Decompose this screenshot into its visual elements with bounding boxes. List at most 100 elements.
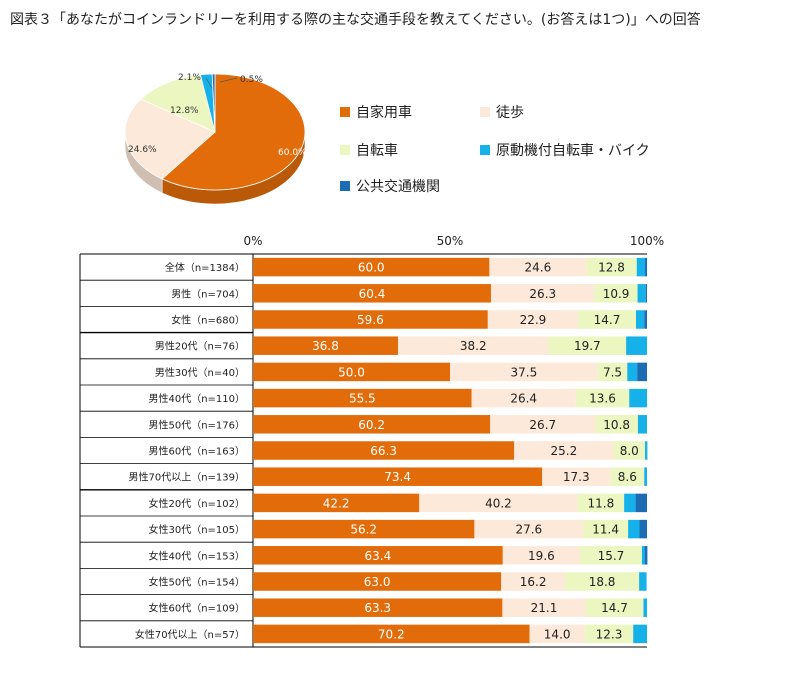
bar-segment (253, 519, 475, 539)
bar-segment (637, 284, 646, 303)
bar-data-label: 26.4 (510, 392, 537, 406)
bar-segment (628, 519, 640, 539)
legend-item: 公共交通機関 (340, 176, 440, 196)
bar-segment (542, 467, 611, 486)
category-label: 女性70代以上（n=57） (135, 628, 245, 641)
bar-data-label: 13.6 (589, 392, 616, 406)
bar-segment (253, 257, 490, 277)
legend-item: 徒歩 (480, 102, 524, 122)
bar-data-label: 14.7 (594, 313, 621, 327)
bar-data-label: 60.2 (358, 418, 385, 432)
bar-segment (502, 546, 581, 565)
bar-segment (474, 519, 584, 539)
bar-data-label: 17.3 (563, 470, 590, 484)
bar-segment (639, 572, 647, 591)
category-label: 男性70代以上（n=139） (128, 471, 245, 484)
x-tick-label: 0% (243, 234, 262, 248)
bar-segment (471, 388, 576, 408)
category-label: 女性60代（n=109） (148, 602, 245, 615)
bar-data-label: 26.7 (529, 418, 556, 432)
bar-data-label: 21.1 (531, 601, 558, 615)
bar-segment (253, 441, 515, 460)
legend-label: 公共交通機関 (356, 179, 440, 195)
bar-segment (253, 388, 472, 408)
bar-segment (627, 362, 638, 382)
x-tick-label: 50% (437, 234, 464, 248)
bar-data-label: 73.4 (384, 470, 411, 484)
bar-segment (635, 493, 647, 513)
bar-segment (253, 598, 503, 617)
bar-segment (490, 415, 596, 434)
bar-segment (253, 336, 398, 355)
x-tick-label: 100% (630, 234, 664, 248)
bar-data-label: 15.7 (598, 549, 625, 563)
legend-label: 徒歩 (496, 105, 524, 121)
category-label: 男性40代（n=110） (148, 392, 245, 405)
bar-data-label: 8.0 (620, 444, 639, 458)
bar-segment (595, 415, 638, 434)
bar-segment (626, 336, 647, 355)
bar-segment (645, 257, 647, 277)
bar-segment (629, 388, 647, 408)
category-label: 男性50代（n=176） (148, 418, 245, 431)
bar-segment (586, 257, 637, 277)
category-label: 女性20代（n=102） (148, 497, 245, 510)
bar-segment (643, 598, 647, 617)
pie-slice (124, 98, 216, 180)
pie-slice (140, 74, 216, 133)
bar-segment (487, 310, 579, 329)
bar-data-label: 59.6 (357, 313, 384, 327)
legend-item: 自家用車 (340, 102, 412, 122)
legend: 自家用車 徒歩自転車 原動機付自転車・バイク公共交通機関 (340, 100, 700, 200)
pie-slice (161, 73, 306, 191)
bar-segment (583, 519, 629, 539)
bar-segment (253, 624, 530, 644)
bar-data-label: 38.2 (460, 339, 487, 353)
bar-data-label: 56.2 (350, 523, 377, 537)
bar-segment (548, 336, 627, 355)
bar-segment (645, 441, 648, 460)
bar-segment (639, 519, 647, 539)
bar-segment (514, 441, 614, 460)
bar-segment (644, 310, 647, 329)
bar-data-label: 10.9 (603, 287, 630, 301)
bar-segment (565, 572, 640, 591)
bar-data-label: 63.3 (364, 601, 391, 615)
bar-segment (501, 572, 566, 591)
bar-data-label: 24.6 (525, 261, 552, 275)
bar-segment (610, 467, 645, 486)
category-label: 女性（n=680） (171, 314, 245, 327)
bar-data-label: 16.2 (520, 575, 547, 589)
bar-segment (489, 257, 587, 277)
bar-segment (253, 415, 491, 434)
bar-data-label: 10.8 (603, 418, 630, 432)
bar-data-label: 36.8 (312, 339, 339, 353)
bar-data-label: 11.8 (588, 496, 615, 510)
bar-data-label: 19.7 (574, 339, 601, 353)
category-label: 全体（n=1384） (165, 261, 245, 274)
bar-data-label: 50.0 (338, 365, 365, 379)
legend-swatch (340, 107, 350, 117)
bar-data-label: 60.0 (358, 261, 385, 275)
bar-segment (397, 336, 549, 355)
legend-label: 自家用車 (356, 105, 412, 121)
bar-data-label: 55.5 (349, 392, 376, 406)
bar-data-label: 14.0 (544, 627, 571, 641)
bar-data-label: 19.6 (528, 549, 555, 563)
bar-data-label: 37.5 (511, 365, 538, 379)
bar-data-label: 12.8 (598, 261, 625, 275)
bar-data-label: 60.4 (359, 287, 386, 301)
legend-swatch (340, 181, 350, 191)
legend-item: 自転車 (340, 140, 398, 160)
pie-leader-line (219, 77, 238, 83)
legend-label: 自転車 (356, 143, 398, 159)
bar-segment (450, 362, 598, 382)
bar-data-label: 12.3 (596, 627, 623, 641)
bar-segment (637, 415, 647, 434)
category-label: 女性50代（n=154） (148, 576, 245, 589)
bar-segment (253, 284, 491, 303)
legend-label: 原動機付自転車・バイク (496, 143, 650, 159)
bar-data-label: 7.5 (603, 365, 622, 379)
bar-segment (253, 467, 543, 486)
legend-swatch (480, 145, 490, 155)
